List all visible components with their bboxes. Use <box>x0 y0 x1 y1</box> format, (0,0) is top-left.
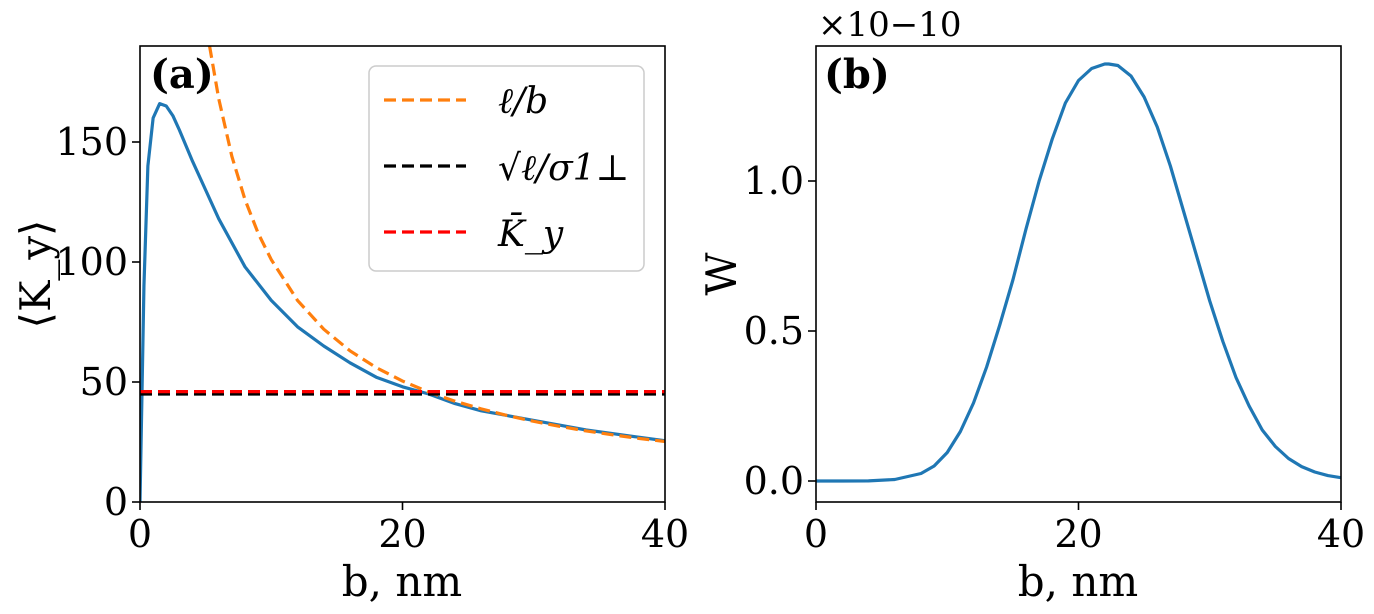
panel-a-ytick-label: 150 <box>55 120 128 164</box>
panel-b-xtick-label: 20 <box>1054 512 1102 556</box>
panel-a-ytick-label: 100 <box>55 240 128 284</box>
panel-a-ytick-label: 50 <box>80 360 128 404</box>
panel-a-xtick-label: 40 <box>641 512 689 556</box>
panel-a-xlabel: b, nm <box>342 557 462 606</box>
panel-b-series-line-0 <box>816 62 1341 483</box>
panel-b-xtick-label: 0 <box>804 512 828 556</box>
panel-b-ylabel: W <box>697 252 746 296</box>
legend-entry-ell-over-b: ℓ/b <box>498 81 548 122</box>
panel-b: 0 20 40 0.0 0.5 1.0 (b) ×10−10 b, nm W <box>697 5 1365 606</box>
panel-b-ytick-label: 0.0 <box>744 459 804 503</box>
panel-a-label: (a) <box>150 51 214 98</box>
panel-a-series-line-1 <box>207 46 665 444</box>
panel-a-ytick-label: 0 <box>104 480 128 524</box>
panel-b-xtick-label: 40 <box>1317 512 1365 556</box>
panel-a-xtick-label: 0 <box>128 512 152 556</box>
legend-entry-sqrt-ell-over-sigma: √ℓ/σ1⊥ <box>498 148 629 189</box>
legend-entry-k-bar: K̄_y <box>497 212 564 255</box>
y-scale-exponent: ×10−10 <box>818 5 962 45</box>
legend: ℓ/b √ℓ/σ1⊥ K̄_y <box>368 65 645 272</box>
panel-b-ytick-label: 1.0 <box>744 159 804 203</box>
panel-b-ytick-label: 0.5 <box>744 309 804 353</box>
panel-a-series-line-0 <box>140 101 665 502</box>
panel-a-ylabel: ⟨K_y⟩ <box>11 220 60 329</box>
panel-b-xlabel: b, nm <box>1018 557 1138 606</box>
legend-box <box>368 65 645 272</box>
panel-b-frame <box>815 45 1342 503</box>
panel-a: 0 20 40 0 50 100 150 (a) ℓ/b √ℓ/σ1⊥ K̄_y b, nm… <box>11 45 689 606</box>
panel-a-xtick-label: 20 <box>378 512 426 556</box>
panel-b-label: (b) <box>824 51 890 98</box>
